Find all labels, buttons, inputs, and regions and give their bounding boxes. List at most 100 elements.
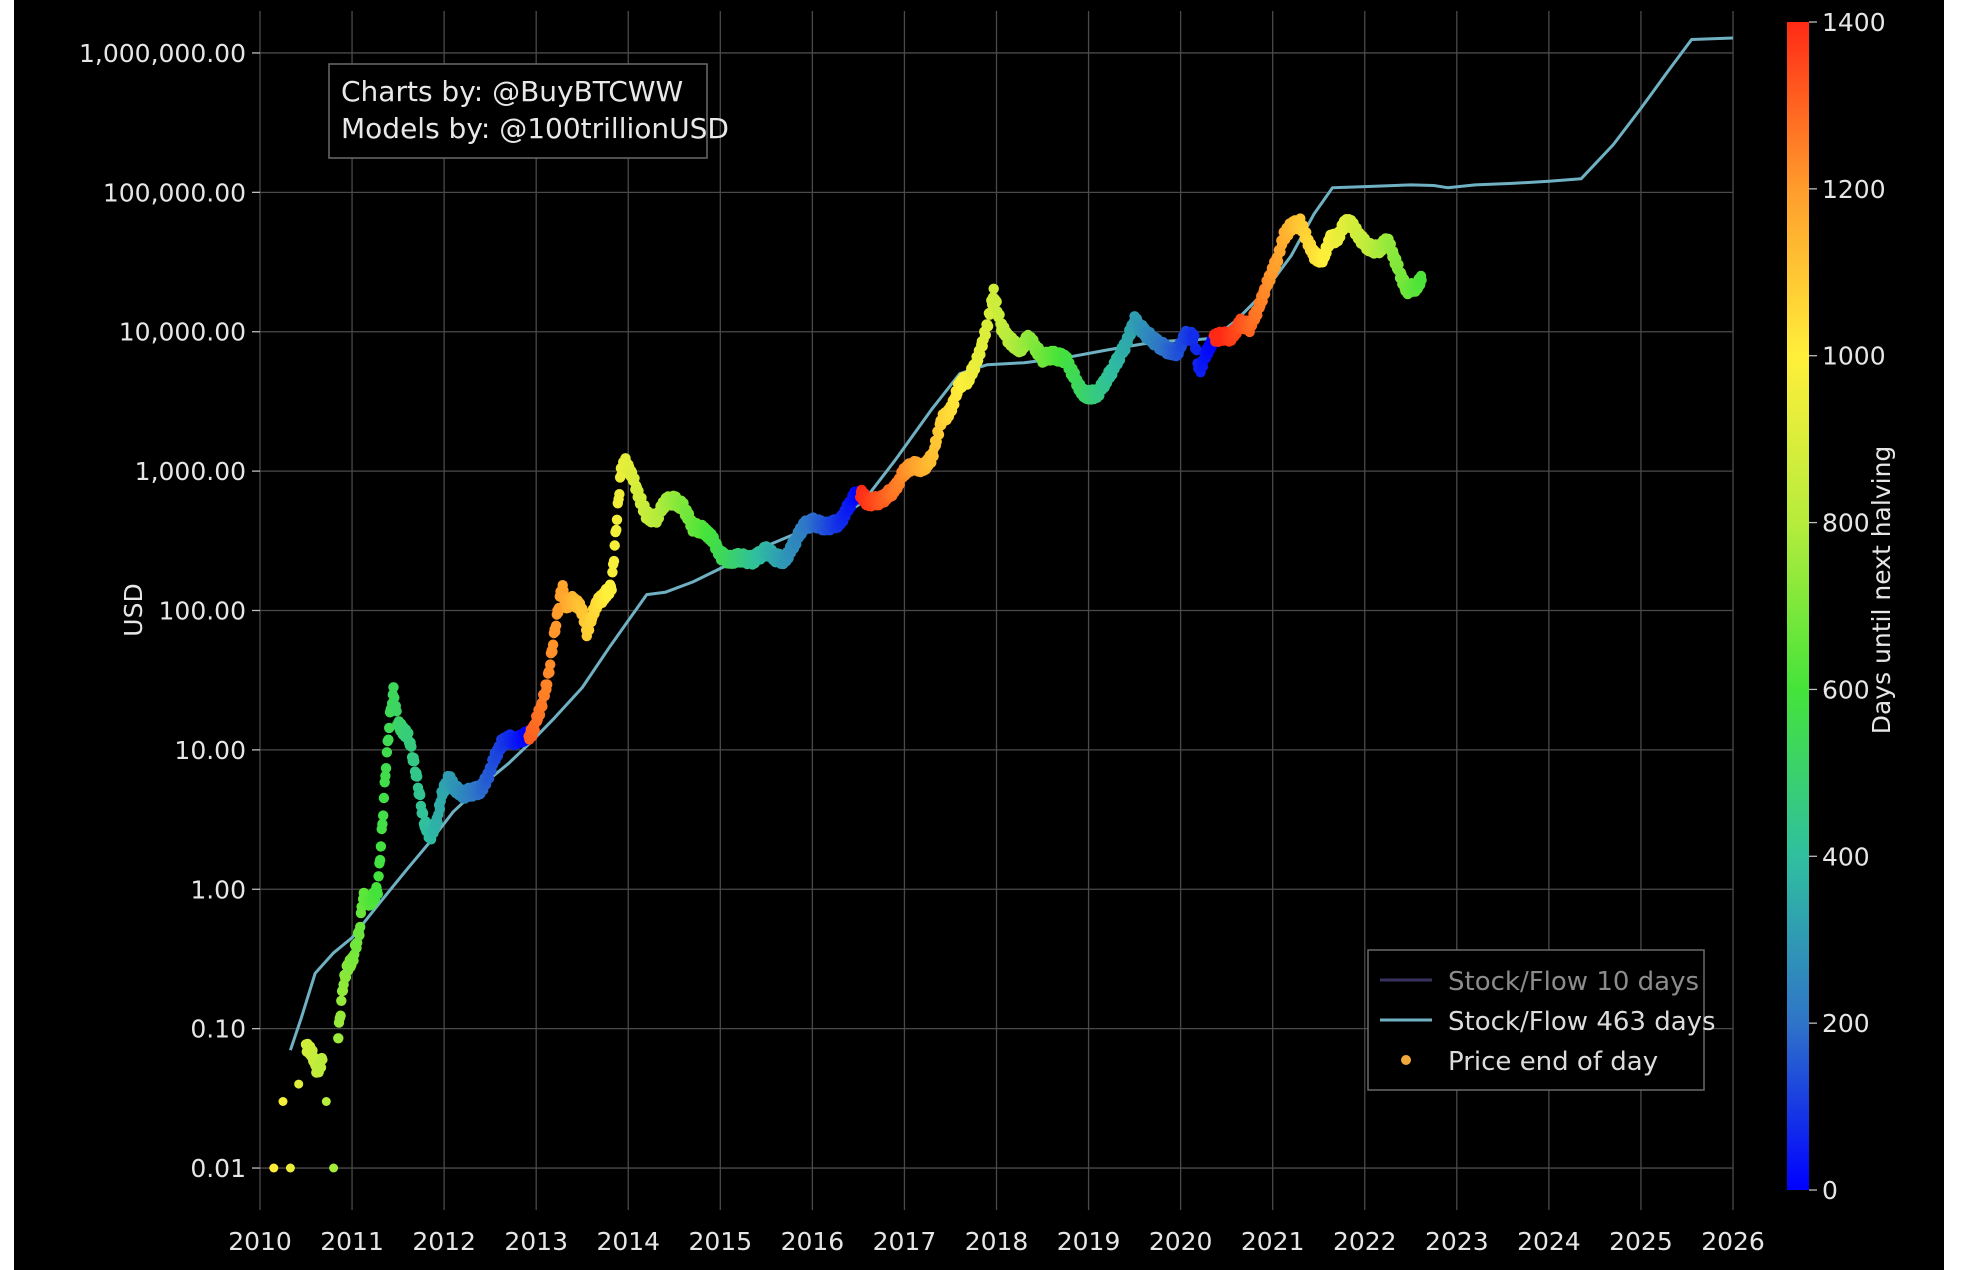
price-point	[607, 567, 618, 578]
y-tick-label: 10,000.00	[119, 318, 246, 347]
x-tick-label: 2011	[320, 1227, 384, 1256]
price-point	[537, 701, 548, 712]
y-tick-label: 1.00	[190, 875, 246, 904]
price-scatter	[269, 213, 1427, 1173]
price-point	[378, 810, 389, 821]
price-point	[269, 1163, 279, 1173]
price-point	[1272, 256, 1284, 267]
credits-box: Charts by: @BuyBTCWW Models by: @100tril…	[328, 63, 729, 159]
x-tick-label: 2022	[1333, 1227, 1397, 1256]
price-point	[374, 854, 386, 866]
price-point	[547, 639, 559, 650]
colorbar-tick-label: 1200	[1822, 175, 1886, 204]
price-point	[542, 679, 553, 690]
x-tick-label: 2024	[1517, 1227, 1581, 1256]
colorbar-tick-label: 200	[1822, 1009, 1870, 1038]
x-axis: 2010 2011 2012 2013 2014 2015 2016 2017 2018 2019…	[228, 1227, 1765, 1256]
stock-flow-463-path	[288, 36, 1734, 1051]
price-point	[545, 659, 556, 670]
y-tick-label: 100.00	[159, 597, 246, 626]
price-point	[988, 283, 999, 294]
price-point	[285, 1163, 295, 1173]
price-point	[278, 1097, 288, 1106]
price-point	[329, 1163, 339, 1173]
price-point	[434, 803, 446, 815]
price-point	[980, 329, 991, 341]
y-axis: 0.01 0.10 1.00 10.00 100.00 1,000.00 10,000.00…	[79, 39, 260, 1183]
x-tick-label: 2015	[689, 1227, 753, 1256]
price-point	[1416, 275, 1427, 285]
price-point	[534, 709, 546, 721]
price-point	[403, 727, 414, 739]
x-tick-label: 2023	[1425, 1227, 1489, 1256]
price-point	[294, 1079, 304, 1089]
price-point	[384, 722, 395, 734]
price-point	[994, 309, 1005, 320]
price-point	[380, 770, 391, 782]
price-point	[975, 349, 986, 360]
colorbar-tick-label: 1400	[1822, 8, 1886, 37]
legend-label-price: Price end of day	[1448, 1047, 1658, 1077]
price-point	[577, 605, 589, 616]
colorbar-tick-label: 600	[1822, 675, 1870, 704]
colorbar: 0 200 400 600 800 1000 1200 1400 Days until nex…	[1787, 8, 1896, 1205]
plot-area	[269, 36, 1734, 1173]
price-point	[321, 1097, 331, 1106]
price-point	[378, 792, 390, 804]
y-tick-label: 0.10	[190, 1015, 246, 1044]
price-point	[336, 995, 347, 1006]
x-tick-label: 2026	[1701, 1227, 1765, 1256]
legend-label-sf10: Stock/Flow 10 days	[1448, 967, 1699, 997]
price-point	[614, 489, 625, 500]
price-point	[373, 871, 384, 882]
credits-line-2: Models by: @100trillionUSD	[341, 112, 729, 145]
x-tick-label: 2016	[781, 1227, 845, 1256]
chart: 0.01 0.10 1.00 10.00 100.00 1,000.00 10,000.00…	[79, 8, 1896, 1256]
price-point	[375, 841, 387, 852]
y-tick-label: 10.00	[174, 736, 246, 765]
price-point	[317, 1054, 328, 1065]
price-point	[406, 741, 417, 752]
colorbar-tick-label: 800	[1822, 509, 1870, 538]
colorbar-tick-label: 1000	[1822, 342, 1886, 371]
price-point	[608, 555, 620, 567]
x-tick-label: 2014	[596, 1227, 660, 1256]
price-point	[933, 429, 945, 440]
price-point	[355, 921, 366, 933]
colorbar-ticks: 0 200 400 600 800 1000 1200 1400	[1809, 8, 1886, 1205]
chart-frame: 0.01 0.10 1.00 10.00 100.00 1,000.00 10,000.00…	[14, 0, 1944, 1270]
legend-label-sf463: Stock/Flow 463 days	[1448, 1007, 1716, 1037]
price-point	[611, 514, 623, 525]
x-tick-label: 2018	[965, 1227, 1029, 1256]
price-point	[606, 584, 617, 596]
price-point	[982, 321, 994, 332]
credits-line-1: Charts by: @BuyBTCWW	[341, 75, 683, 108]
price-point	[388, 682, 399, 693]
x-tick-label: 2021	[1241, 1227, 1305, 1256]
price-point	[611, 524, 622, 536]
price-point	[544, 667, 555, 678]
colorbar-tick-label: 0	[1822, 1176, 1838, 1205]
price-point	[391, 706, 402, 717]
price-point	[372, 888, 383, 900]
price-point	[333, 1033, 344, 1044]
y-tick-label: 0.01	[190, 1154, 246, 1183]
y-axis-title: USD	[119, 583, 148, 636]
price-point	[335, 1010, 346, 1021]
colorbar-tick-label: 400	[1822, 842, 1870, 871]
price-point	[609, 540, 620, 551]
price-point	[354, 930, 365, 941]
price-point	[315, 1062, 327, 1073]
price-point	[583, 624, 595, 636]
x-tick-label: 2012	[412, 1227, 476, 1256]
price-point	[483, 773, 495, 784]
x-tick-label: 2025	[1609, 1227, 1673, 1256]
price-point	[383, 734, 394, 745]
price-point	[381, 747, 393, 758]
price-point	[1189, 330, 1200, 342]
colorbar-title: Days until next halving	[1867, 446, 1896, 735]
legend: Stock/Flow 10 days Stock/Flow 463 days P…	[1367, 949, 1716, 1091]
x-tick-label: 2020	[1149, 1227, 1213, 1256]
legend-swatch-price	[1401, 1055, 1411, 1065]
price-point	[377, 818, 388, 830]
